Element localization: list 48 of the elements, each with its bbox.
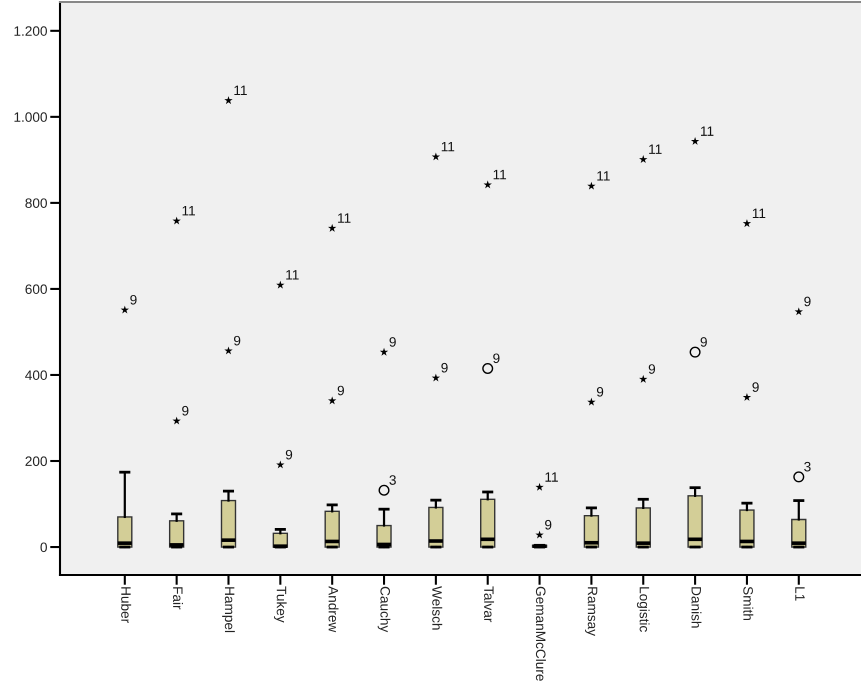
y-tick-label: 400 [25,370,47,380]
annotation: 9 [130,294,137,305]
y-tick-label: 600 [25,284,47,294]
x-tick-label: Huber [121,587,132,623]
annotation: 11 [494,170,506,180]
x-tick-label: Hampel [222,587,235,632]
x-tick-label: Ramsay [585,587,598,636]
annotation: 9 [441,362,448,373]
annotation: 9 [182,406,188,416]
annotation: 9 [545,520,552,530]
x-tick-label: Logistic [636,587,650,632]
x-tick-label: Andrew [328,586,339,632]
x-tick-label: Welsch [432,586,442,630]
annotation: 11 [286,270,299,280]
x-tick-label: Smith [743,586,754,620]
x-tick-label: Tukey [274,586,287,623]
annotation: 9 [804,296,811,306]
annotation: 9 [234,336,240,346]
x-tick-label: Talvar [484,586,494,622]
y-tick-label: 1.000 [14,112,47,122]
annotation: 11 [752,208,766,218]
annotation: 9 [338,386,344,396]
annotation: 9 [286,450,292,460]
y-tick-label: 1.200 [14,26,47,36]
y-tick-label: 800 [25,198,47,208]
x-tick-label: Cauchy [378,586,390,632]
x-tick-label: Danish [691,587,702,628]
annotation: 11 [442,142,454,152]
annotation: 9 [390,337,396,347]
annotation: 9 [493,353,500,364]
annotation: 9 [700,337,707,347]
y-tick-label: 200 [25,456,47,466]
annotation: 11 [700,126,714,136]
annotation: 11 [182,206,195,216]
annotation: 11 [545,472,558,482]
annotation: 3 [804,462,811,472]
x-tick-label: L1 [795,587,805,601]
y-tick-label: 0 [40,542,47,552]
annotation: 11 [234,86,247,95]
annotation: 9 [648,364,656,374]
x-tick-label: GemanMcClure [536,586,546,681]
annotation: 11 [649,144,662,154]
annotation: 9 [596,387,604,397]
x-tick-label: Fair [172,587,183,610]
annotation: 11 [338,213,351,223]
annotation: 9 [752,382,759,392]
annotation: 3 [389,475,396,485]
annotation: 11 [597,171,610,181]
